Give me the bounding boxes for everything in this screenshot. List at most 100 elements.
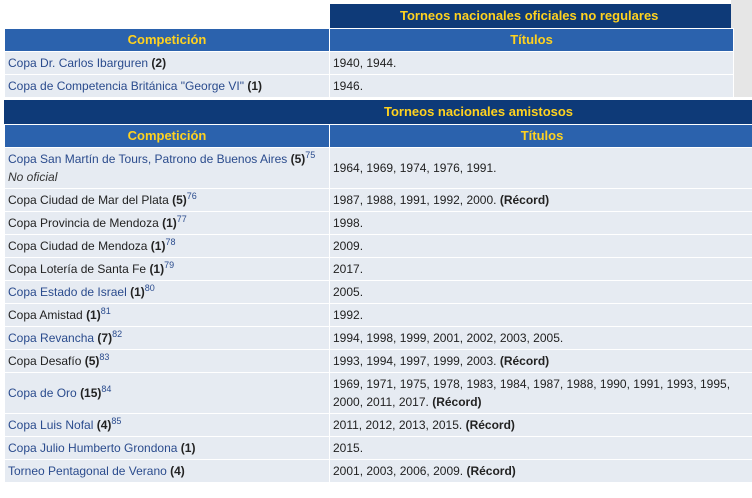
titles-cell: 1993, 1994, 1997, 1999, 2003. (Récord): [330, 350, 752, 372]
title-count: (15): [80, 386, 102, 400]
competition-cell: Copa San Martín de Tours, Patrono de Bue…: [5, 148, 329, 188]
reference: 81: [100, 306, 111, 316]
titles-cell: 1940, 1944.: [330, 52, 733, 74]
record: (Récord): [466, 464, 516, 478]
competition-name: Copa Estado de Israel: [8, 285, 127, 299]
competition-cell: Copa Lotería de Santa Fe (1)79: [5, 258, 329, 280]
table-title: Torneos nacionales oficiales no regulare…: [330, 4, 731, 28]
titles: 1946.: [333, 79, 364, 93]
reference: 79: [164, 260, 175, 270]
competition-cell: Torneo Pentagonal de Verano (4): [5, 460, 329, 482]
reference: 85: [111, 416, 122, 426]
titles: 2017.: [333, 262, 364, 276]
competition-cell: Copa Ciudad de Mendoza (1)78: [5, 235, 329, 257]
titles: 1994, 1998, 1999, 2001, 2002, 2003, 2005…: [333, 331, 564, 345]
competition-cell: Copa Luis Nofal (4)85: [5, 414, 329, 436]
table-row: Copa Amistad (1)81 1992.: [5, 304, 752, 326]
table-row: Copa Luis Nofal (4)85 2011, 2012, 2013, 2…: [5, 414, 752, 436]
record: (Récord): [432, 395, 482, 409]
titles: 2009.: [333, 239, 364, 253]
table: Competición Títulos Copa San Martín de Tou…: [4, 124, 752, 483]
titles: 1987, 1988, 1991, 1992, 2000.: [333, 193, 497, 207]
competition-name: Copa Luis Nofal: [8, 418, 94, 432]
titles-cell: 2009.: [330, 235, 752, 257]
title-count: (1): [86, 308, 101, 322]
table-row: Copa Lotería de Santa Fe (1)79 2017.: [5, 258, 752, 280]
titles-cell: 1994, 1998, 1999, 2001, 2002, 2003, 2005…: [330, 327, 752, 349]
competition-cell: Copa Revancha (7)82: [5, 327, 329, 349]
reference: 76: [186, 191, 197, 201]
title-count: (1): [150, 239, 166, 253]
competition-name: Copa San Martín de Tours, Patrono de Bue…: [8, 152, 288, 166]
reference: 83: [99, 352, 110, 362]
title-count: (7): [97, 331, 113, 345]
scroll-strip: [731, 0, 752, 97]
competition-cell: Copa de Oro (15)84: [5, 373, 329, 413]
reference: 77: [176, 214, 187, 224]
titles: 2015.: [333, 441, 364, 455]
competition-cell: Copa Estado de Israel (1)80: [5, 281, 329, 303]
table: Competición Títulos Copa Dr. Carlos Ibargu…: [4, 28, 734, 98]
title-count: (1): [130, 285, 145, 299]
title-count: (5): [290, 152, 306, 166]
competition-cell: Copa Amistad (1)81: [5, 304, 329, 326]
reference: 75: [305, 150, 316, 160]
competition-name: Copa de Oro: [8, 386, 77, 400]
titles-cell: 1946.: [330, 75, 733, 97]
titles-cell: 1964, 1969, 1974, 1976, 1991.: [330, 148, 752, 188]
competition-name: Copa Amistad: [8, 308, 83, 322]
competition-cell: Copa Provincia de Mendoza (1)77: [5, 212, 329, 234]
table-row: Copa San Martín de Tours, Patrono de Bue…: [5, 148, 752, 188]
titles: 1992.: [333, 308, 364, 322]
title-count: (1): [180, 441, 196, 455]
titles-cell: 1969, 1971, 1975, 1978, 1983, 1984, 1987…: [330, 373, 752, 413]
titles-cell: 2017.: [330, 258, 752, 280]
competition-cell: Copa de Competencia Británica "George VI…: [5, 75, 329, 97]
titles-cell: 1987, 1988, 1991, 1992, 2000. (Récord): [330, 189, 752, 211]
competition-name: Torneo Pentagonal de Verano: [8, 464, 167, 478]
titles-cell: 1992.: [330, 304, 752, 326]
title-count: (5): [84, 354, 100, 368]
competition-name: Copa de Competencia Británica "George VI…: [8, 79, 244, 93]
titles: 2001, 2003, 2006, 2009.: [333, 464, 464, 478]
titles: 1998.: [333, 216, 364, 230]
note: No oficial: [8, 170, 58, 184]
header-row: Competición Títulos: [5, 29, 733, 51]
record: (Récord): [499, 193, 550, 207]
table-row: Copa Dr. Carlos Ibarguren (2) 1940, 1944.: [5, 52, 733, 74]
titles-cell: 2005.: [330, 281, 752, 303]
table-block: Torneos nacionales amistosos Competición T…: [4, 100, 752, 483]
title-count: (5): [172, 193, 187, 207]
title-count: (2): [151, 56, 167, 70]
titles: 1964, 1969, 1974, 1976, 1991.: [333, 161, 497, 175]
titles-cell: 2011, 2012, 2013, 2015. (Récord): [330, 414, 752, 436]
table-row: Copa Revancha (7)82 1994, 1998, 1999, 200…: [5, 327, 752, 349]
column-header: Competición: [5, 125, 329, 147]
title-count: (1): [247, 79, 262, 93]
reference: 82: [112, 329, 123, 339]
titles: 2005.: [333, 285, 364, 299]
table-row: Copa Ciudad de Mar del Plata (5)76 1987, …: [5, 189, 752, 211]
column-header: Títulos: [330, 125, 752, 147]
record: (Récord): [499, 354, 550, 368]
title-count: (1): [162, 216, 177, 230]
competition-name: Copa Lotería de Santa Fe: [8, 262, 147, 276]
header-row: Competición Títulos: [5, 125, 752, 147]
competition-name: Copa Desafío: [8, 354, 82, 368]
title-count: (4): [96, 418, 112, 432]
competition-name: Copa Dr. Carlos Ibarguren: [8, 56, 149, 70]
competition-name: Copa Revancha: [8, 331, 95, 345]
table-block: Torneos nacionales oficiales no regulare…: [4, 4, 734, 98]
table-row: Copa Ciudad de Mendoza (1)78 2009.: [5, 235, 752, 257]
table-row: Copa Julio Humberto Grondona (1) 2015.: [5, 437, 752, 459]
table-row: Copa de Oro (15)84 1969, 1971, 1975, 1978…: [5, 373, 752, 413]
competition-cell: Copa Julio Humberto Grondona (1): [5, 437, 329, 459]
table-row: Torneo Pentagonal de Verano (4) 2001, 200…: [5, 460, 752, 482]
column-header: Títulos: [330, 29, 733, 51]
competition-name: Copa Provincia de Mendoza: [8, 216, 159, 230]
reference: 84: [101, 384, 112, 394]
titles-cell: 1998.: [330, 212, 752, 234]
reference: 78: [165, 237, 176, 247]
table-row: Copa Estado de Israel (1)80 2005.: [5, 281, 752, 303]
